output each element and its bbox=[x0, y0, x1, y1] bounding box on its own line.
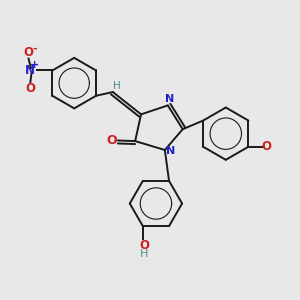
Text: O: O bbox=[24, 46, 34, 59]
Text: H: H bbox=[113, 80, 121, 91]
Text: H: H bbox=[140, 249, 148, 259]
Text: O: O bbox=[261, 140, 271, 153]
Text: +: + bbox=[30, 59, 39, 70]
Text: O: O bbox=[140, 239, 149, 252]
Text: O: O bbox=[106, 134, 117, 147]
Text: N: N bbox=[166, 146, 175, 157]
Text: N: N bbox=[165, 94, 174, 104]
Text: O: O bbox=[25, 82, 35, 95]
Text: N: N bbox=[25, 64, 35, 77]
Text: -: - bbox=[32, 44, 37, 53]
